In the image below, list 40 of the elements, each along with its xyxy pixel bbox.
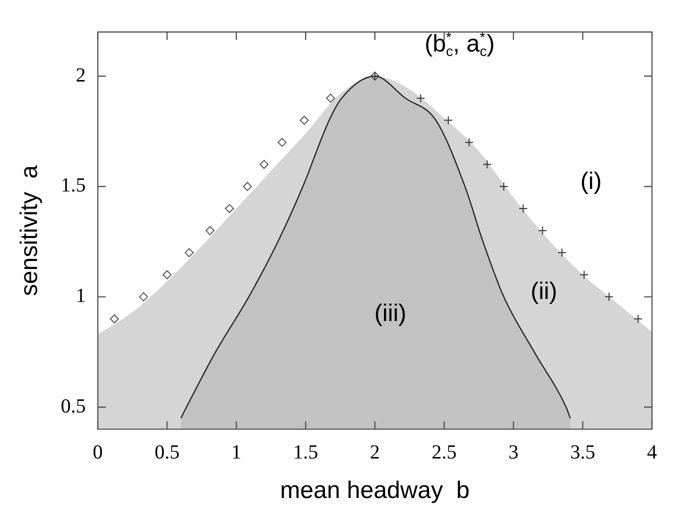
x-tick-label: 2 — [370, 441, 380, 464]
x-tick-label: 3 — [508, 441, 518, 464]
point — [224, 204, 234, 214]
y-tick-label: 1.5 — [60, 174, 86, 197]
point — [580, 270, 589, 280]
point — [206, 226, 215, 236]
point — [482, 160, 492, 169]
x-tick-label: 0.5 — [154, 441, 180, 464]
point — [184, 248, 194, 258]
point — [518, 204, 528, 214]
annotation: (iii) — [374, 300, 406, 328]
point — [300, 116, 309, 125]
annotation: (i) — [580, 168, 602, 195]
point — [162, 270, 172, 280]
point — [110, 314, 119, 324]
point — [464, 138, 474, 147]
x-tick-label: 1 — [231, 441, 242, 464]
point — [604, 292, 614, 302]
x-axis-title: mean headway b — [280, 477, 470, 504]
point — [538, 226, 548, 236]
point — [278, 138, 287, 147]
point — [557, 248, 566, 258]
y-tick-label: 1 — [76, 285, 86, 308]
point — [139, 292, 148, 302]
x-tick-label: 0 — [92, 441, 103, 464]
y-axis-title: sensitivity a — [16, 164, 44, 296]
point — [634, 314, 643, 324]
point — [326, 94, 336, 103]
y-tick-label: 2 — [76, 64, 86, 86]
point — [444, 116, 453, 125]
point — [260, 160, 269, 169]
x-tick-label: 1.5 — [293, 441, 318, 464]
point — [499, 182, 508, 191]
x-tick-label: 2.5 — [432, 441, 457, 464]
y-tick-label: 0.5 — [60, 395, 86, 418]
annotation: (ii) — [530, 278, 558, 306]
x-tick-label: 4 — [647, 441, 657, 464]
point — [242, 182, 252, 191]
x-tick-label: 3.5 — [570, 441, 596, 464]
point — [416, 94, 426, 103]
